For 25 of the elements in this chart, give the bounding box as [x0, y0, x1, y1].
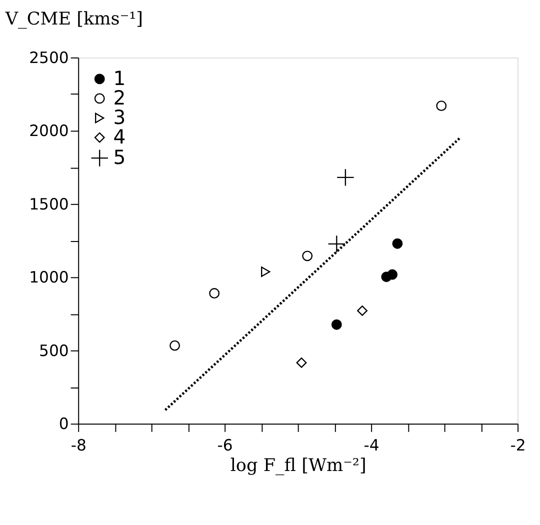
- point: [357, 305, 368, 316]
- x-tick-label: -6: [217, 436, 233, 454]
- x-tick-label: -2: [510, 436, 526, 454]
- y-axis-title: V_CME [kms⁻¹]: [4, 10, 143, 30]
- point: [392, 238, 403, 249]
- point: [261, 266, 270, 277]
- y-tick-label: 1500: [29, 195, 69, 214]
- legend-label: 5: [113, 146, 126, 169]
- y-tick-label: 0: [58, 415, 69, 434]
- point: [387, 269, 398, 280]
- point: [336, 168, 354, 186]
- y-tick-label: 2500: [29, 48, 69, 67]
- point: [209, 288, 220, 298]
- y-tick-label: 500: [39, 342, 69, 360]
- x-tick-label: -4: [364, 436, 380, 454]
- point: [331, 319, 342, 330]
- point: [296, 357, 307, 368]
- point: [170, 340, 180, 351]
- y-tick-label: 1000: [29, 268, 69, 287]
- point: [302, 250, 313, 262]
- x-tick-label: -8: [70, 436, 86, 454]
- x-axis-title: log F_fl [Wm⁻²]: [230, 456, 366, 476]
- point: [328, 234, 346, 253]
- y-tick-label: 2000: [29, 122, 69, 140]
- point: [436, 100, 447, 111]
